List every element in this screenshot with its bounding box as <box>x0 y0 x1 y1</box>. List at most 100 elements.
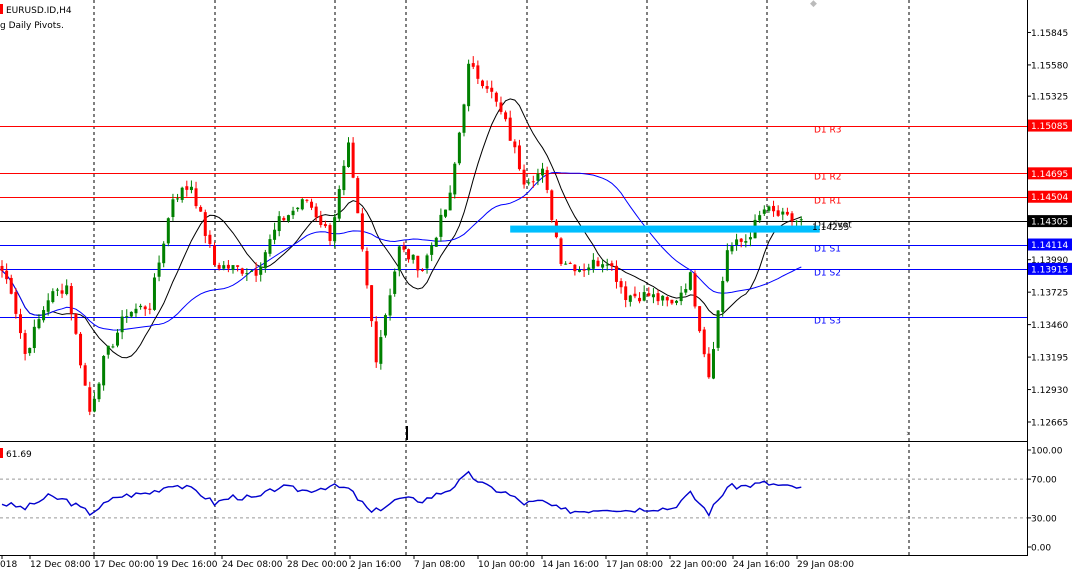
candle-body <box>471 63 475 67</box>
candle-body <box>578 270 581 272</box>
candle-body <box>425 255 429 269</box>
candle-body <box>467 63 471 107</box>
candle-body <box>647 293 651 296</box>
candle-body <box>531 181 535 183</box>
vertical-grid <box>93 0 910 555</box>
moving-averages <box>1 98 802 359</box>
candle-body <box>508 117 512 141</box>
candle-body <box>199 206 203 212</box>
candle-body <box>370 285 374 322</box>
x-tick-label: 14 Jan 16:00 <box>542 560 599 570</box>
candle-body <box>762 209 766 214</box>
price-tick-label: 1.12665 <box>1031 419 1068 429</box>
candle-body <box>725 250 729 282</box>
candle-body <box>296 207 300 210</box>
pivot-level-name: D1 S2 <box>814 269 841 279</box>
candle-body <box>397 246 401 271</box>
candle-body <box>217 265 221 269</box>
candle-body <box>476 65 480 79</box>
candle-body <box>143 306 147 310</box>
candle-body <box>18 314 22 334</box>
ma-fast-line <box>1 98 802 359</box>
candle-body <box>79 333 83 366</box>
rsi-tick-label: 100.00 <box>1031 447 1063 457</box>
time-axis[interactable]: 018 12 Dec 08:00 17 Dec 00:00 19 Dec 16:00 2… <box>0 555 854 570</box>
candle-body <box>402 246 406 250</box>
candle-body <box>485 86 489 89</box>
candle-body <box>162 243 166 264</box>
candle-body <box>51 291 55 303</box>
candle-body <box>624 286 628 301</box>
candle-body <box>785 211 789 215</box>
candle-body <box>180 187 184 200</box>
candle-body <box>92 398 96 412</box>
candle-body <box>550 190 554 220</box>
chart-shift-icon[interactable]: ◆ <box>810 0 817 9</box>
candle-body <box>88 387 92 412</box>
x-tick-label: 24 Jan 16:00 <box>733 560 790 570</box>
title-marker <box>0 4 3 14</box>
scroll-end-icon[interactable]: › <box>906 429 910 439</box>
candle-body <box>171 199 175 218</box>
candle-body <box>379 337 383 364</box>
candle-body <box>716 310 720 348</box>
candle-body <box>619 281 623 288</box>
candle-body <box>116 332 119 346</box>
current-price-label: 1.14255 <box>812 223 849 233</box>
candle-body <box>670 299 674 304</box>
x-tick-label: 24 Dec 08:00 <box>222 560 283 570</box>
x-tick-label: 22 Jan 00:00 <box>670 560 727 570</box>
indicator-title: g Daily Pivots. <box>0 21 64 31</box>
support-zone <box>510 225 820 233</box>
candle-body <box>536 173 540 181</box>
candle-body <box>263 252 267 269</box>
pivot-level-name: D1 Pivot <box>814 221 852 231</box>
candle-body <box>614 265 618 282</box>
candle-body <box>522 169 526 185</box>
price-tick-label: 1.14695 <box>1031 170 1068 180</box>
candle-body <box>9 277 13 294</box>
x-tick-label: 7 Jan 08:00 <box>414 560 466 570</box>
candle-body <box>679 292 683 302</box>
candle-body <box>148 308 152 310</box>
x-tick-label: 29 Jan 08:00 <box>797 560 854 570</box>
symbol-title: EURUSD.ID,H4 <box>6 6 72 16</box>
candle-body <box>651 294 655 298</box>
candle-body <box>559 238 563 264</box>
price-tick-label: 1.12930 <box>1031 386 1068 396</box>
candle-body <box>781 211 785 215</box>
candlesticks <box>0 56 803 416</box>
candle-body <box>245 273 249 275</box>
candle-body <box>273 229 277 240</box>
x-tick-label: 2 Jan 16:00 <box>350 560 402 570</box>
rsi-value: 61.69 <box>6 450 32 460</box>
candle-body <box>605 264 609 266</box>
price-label-box <box>1028 190 1072 203</box>
candle-body <box>573 264 577 272</box>
rsi-tick-label: 70.00 <box>1031 476 1057 486</box>
candle-body <box>707 353 711 378</box>
candle-body <box>772 205 776 212</box>
price-axis[interactable]: 1.15845 1.15580 1.15325 1.15085 1.14695 1.145… <box>812 0 1072 555</box>
candle-body <box>111 346 115 348</box>
candle-body <box>767 206 771 211</box>
candle-body <box>129 311 133 317</box>
candle-body <box>430 245 434 255</box>
x-tick-label: 17 Dec 00:00 <box>94 560 155 570</box>
pivot-levels: D1 R3 D1 R2 D1 R1 D1 Pivot D1 S1 D1 S2 D1 S3 <box>0 126 1027 327</box>
candle-body <box>504 112 508 120</box>
candle-body <box>347 142 350 167</box>
candle-body <box>693 273 697 307</box>
candle-body <box>587 267 591 271</box>
candle-body <box>291 210 295 216</box>
candle-body <box>411 254 415 260</box>
candle-body <box>185 186 189 190</box>
pivot-level-name: D1 R2 <box>814 173 842 183</box>
candle-body <box>758 215 762 221</box>
candle-body <box>337 189 341 219</box>
candle-body <box>106 345 110 355</box>
candle-body <box>305 199 309 201</box>
